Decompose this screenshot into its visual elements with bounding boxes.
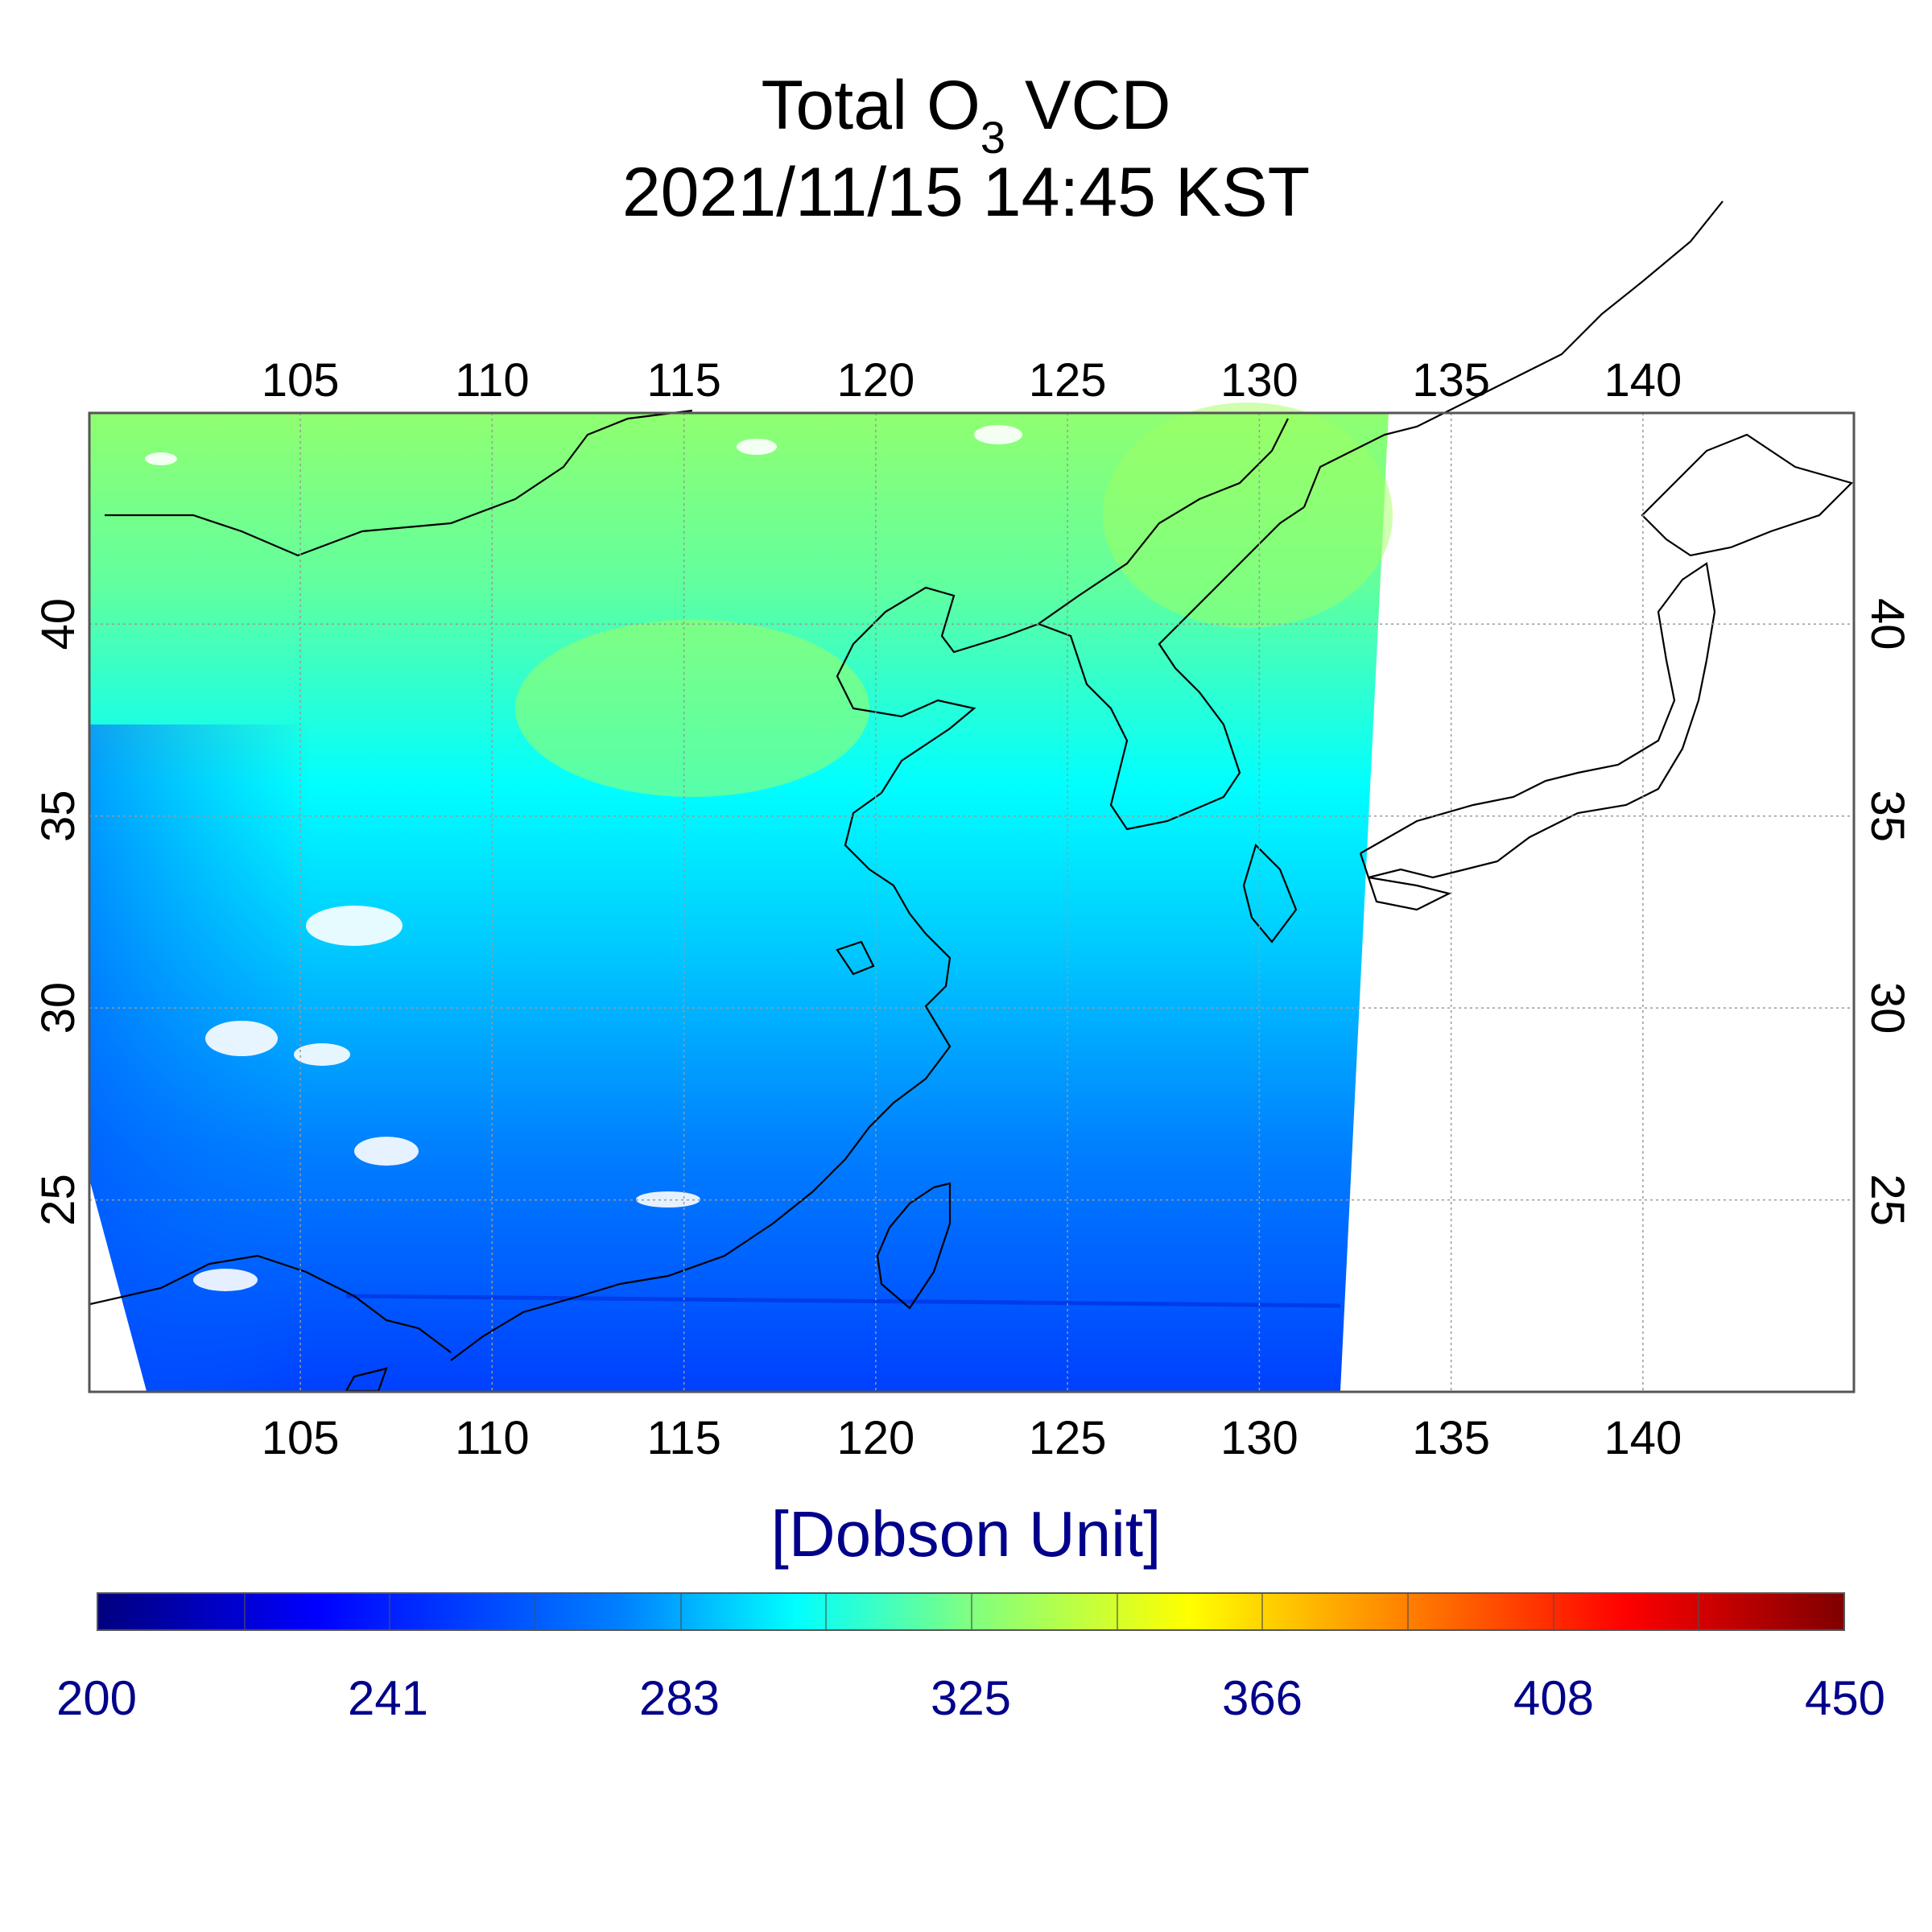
colorbar-tick-label: 241 [347, 1671, 429, 1725]
lon-tick-label-bottom: 135 [1412, 1412, 1490, 1464]
russia-coast [1302, 200, 1724, 508]
colorbar-tick-label: 283 [638, 1671, 720, 1725]
yellow-sea-islands [836, 940, 875, 976]
lat-tick-label-right: 30 [1861, 982, 1913, 1034]
colorbar-label: [Dobson Unit] [770, 1498, 1162, 1570]
lon-tick-label-bottom: 105 [262, 1412, 340, 1464]
lat-tick-label-right: 40 [1861, 598, 1913, 650]
axis-labels: 105 105 110 110 115 115 120 120 125 125 130 130 135 1… [32, 354, 1913, 1464]
colorbar-tick-label: 200 [56, 1671, 138, 1725]
japan-honshu [1359, 562, 1716, 879]
lat-tick-label-left: 35 [32, 790, 85, 842]
colorbar-tick [1261, 1594, 1264, 1629]
lon-tick-label-bottom: 140 [1604, 1412, 1682, 1464]
mongolia-border [105, 409, 693, 557]
northeast-border [1038, 418, 1289, 625]
lon-tick-label-top: 120 [836, 354, 914, 407]
colorbar-tick [535, 1594, 536, 1629]
ozone-high-patch [515, 620, 869, 797]
lat-tick-label-left: 40 [32, 598, 85, 650]
coastlines [89, 200, 1854, 1393]
bohai-coast [836, 586, 1039, 794]
korea-coast [1038, 506, 1305, 831]
lat-tick-label-right: 25 [1861, 1174, 1913, 1226]
lon-tick-label-top: 140 [1604, 354, 1682, 407]
title-line-1: Total O3 VCD [0, 63, 1932, 163]
lon-tick-label-top: 110 [455, 354, 529, 407]
lon-tick-label-top: 105 [262, 354, 340, 407]
colorbar-tick-label: 450 [1804, 1671, 1886, 1725]
lon-tick-label-bottom: 130 [1220, 1412, 1298, 1464]
taiwan [876, 1182, 952, 1310]
colorbar-tick-label: 325 [930, 1671, 1012, 1725]
lon-tick-label-top: 115 [646, 354, 720, 407]
lon-tick-label-bottom: 115 [646, 1412, 720, 1464]
lon-tick-label-bottom: 110 [455, 1412, 529, 1464]
lon-tick-label-bottom: 120 [836, 1412, 914, 1464]
lat-tick-label-right: 35 [1861, 790, 1913, 842]
title-prefix: Total O [761, 67, 980, 144]
colorbar-tick [1407, 1594, 1409, 1629]
colorbar-tick-label: 408 [1513, 1671, 1595, 1725]
chart-title: Total O3 VCD 2021/11/15 14:45 KST [0, 63, 1932, 236]
map-frame [88, 411, 1856, 1393]
swath-stripe [345, 1294, 1341, 1308]
japan-kyushu [1242, 843, 1298, 943]
lon-tick-label-top: 125 [1029, 354, 1107, 407]
title-subscript: 3 [980, 112, 1006, 163]
colorbar-tick [825, 1594, 828, 1629]
colorbar-tick [1116, 1594, 1118, 1629]
colorbar-tick-label: 366 [1221, 1671, 1303, 1725]
lon-tick-label-top: 135 [1412, 354, 1490, 407]
gridlines [89, 413, 1854, 1392]
lon-tick-label-top: 130 [1220, 354, 1298, 407]
lon-tick-label-bottom: 125 [1029, 1412, 1107, 1464]
colorbar-tick [1552, 1594, 1554, 1629]
title-suffix: VCD [1005, 67, 1171, 144]
japan-shikoku [1367, 876, 1452, 911]
colorbar-tick [243, 1594, 246, 1629]
colorbar-tick [679, 1594, 682, 1629]
title-timestamp: 2021/11/15 14:45 KST [621, 153, 1311, 231]
japan-hokkaido [1641, 433, 1854, 557]
colorbar-tick [1698, 1594, 1700, 1629]
colorbar-tick [971, 1594, 972, 1629]
china-coast [450, 792, 952, 1361]
ozone-swath-west-shade [90, 724, 724, 1391]
lat-tick-label-left: 30 [32, 982, 85, 1034]
sw-borders [89, 1254, 452, 1353]
ozone-high-patch [1103, 402, 1393, 628]
colorbar [97, 1592, 1845, 1631]
lat-tick-label-left: 25 [32, 1174, 85, 1226]
colorbar-tick [389, 1594, 391, 1629]
